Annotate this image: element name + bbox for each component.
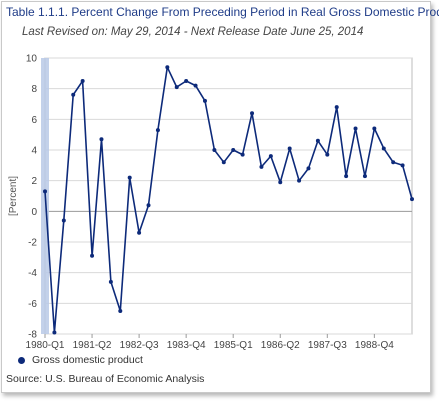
- source-note: Source: U.S. Bureau of Economic Analysis: [6, 373, 205, 385]
- data-point[interactable]: [99, 137, 104, 142]
- data-point[interactable]: [372, 126, 377, 131]
- x-axis-ticks: 1980-Q1 1981-Q2 1982-Q3 1983-Q4 1985-Q1 1986-…: [26, 334, 394, 351]
- legend-marker: [18, 356, 25, 364]
- x-tick-label: 1986-Q2: [261, 340, 300, 351]
- x-tick-label: 1987-Q3: [308, 340, 347, 351]
- y-tick-label: 4: [31, 146, 37, 157]
- data-point[interactable]: [400, 163, 405, 168]
- data-point[interactable]: [344, 174, 349, 179]
- data-point[interactable]: [43, 189, 47, 194]
- data-point[interactable]: [174, 85, 179, 90]
- data-point[interactable]: [146, 203, 151, 208]
- y-tick-label: 8: [31, 84, 37, 95]
- x-tick-label: 1985-Q1: [214, 340, 253, 351]
- data-point[interactable]: [297, 178, 302, 183]
- data-point[interactable]: [391, 160, 396, 165]
- data-point[interactable]: [353, 126, 358, 131]
- grid-lines: [45, 57, 412, 335]
- data-point[interactable]: [221, 160, 226, 165]
- x-tick-label: 1983-Q4: [167, 340, 206, 351]
- legend: Gross domestic product: [18, 354, 143, 366]
- y-tick-label: -4: [28, 268, 37, 279]
- data-point[interactable]: [155, 128, 160, 133]
- x-tick-label: 1981-Q2: [73, 340, 112, 351]
- data-point[interactable]: [250, 111, 255, 116]
- data-point[interactable]: [212, 148, 217, 152]
- data-point[interactable]: [80, 79, 85, 83]
- x-tick-label: 1982-Q3: [120, 340, 159, 351]
- data-point[interactable]: [362, 174, 367, 179]
- y-tick-label: 10: [26, 54, 38, 65]
- legend-label: Gross domestic product: [32, 354, 143, 366]
- data-point[interactable]: [52, 330, 57, 335]
- data-point[interactable]: [184, 79, 189, 83]
- data-point[interactable]: [315, 138, 320, 143]
- data-point[interactable]: [193, 83, 198, 88]
- y-tick-label: 6: [31, 115, 37, 126]
- data-point[interactable]: [165, 65, 170, 70]
- data-point[interactable]: [278, 180, 283, 185]
- y-tick-label: 2: [31, 176, 37, 187]
- y-tick-label: -2: [28, 238, 37, 249]
- y-tick-label: -8: [28, 330, 37, 341]
- revision-subtitle: Last Revised on: May 29, 2014 - Next Rel…: [22, 26, 364, 38]
- y-tick-label: 0: [31, 207, 37, 218]
- data-point[interactable]: [334, 105, 339, 110]
- data-point[interactable]: [325, 152, 330, 157]
- plot-area: [44, 57, 413, 335]
- data-point[interactable]: [259, 164, 264, 169]
- data-point[interactable]: [410, 197, 414, 202]
- data-point[interactable]: [71, 92, 76, 97]
- data-point[interactable]: [268, 154, 273, 159]
- data-point[interactable]: [240, 152, 245, 157]
- x-tick-label: 1988-Q4: [355, 340, 394, 351]
- chart-title: Table 1.1.1. Percent Change From Precedi…: [6, 5, 439, 19]
- series-line-gdp: [44, 66, 413, 334]
- series-points: [43, 65, 414, 335]
- x-tick-label: 1980-Q1: [26, 340, 65, 351]
- data-point[interactable]: [90, 253, 95, 258]
- data-point[interactable]: [202, 98, 207, 103]
- data-point[interactable]: [137, 230, 142, 235]
- y-axis-label: [Percent]: [8, 176, 19, 216]
- data-point[interactable]: [231, 148, 236, 152]
- data-point[interactable]: [61, 218, 66, 223]
- y-tick-label: -6: [28, 299, 37, 310]
- data-point[interactable]: [287, 146, 292, 151]
- data-point[interactable]: [306, 166, 311, 171]
- data-point[interactable]: [127, 175, 132, 180]
- data-point[interactable]: [108, 279, 113, 284]
- data-point[interactable]: [381, 146, 386, 151]
- data-point[interactable]: [118, 309, 123, 313]
- y-axis-ticks: -8 -6 -4 -2 0 2 4 6 8 10: [26, 54, 38, 341]
